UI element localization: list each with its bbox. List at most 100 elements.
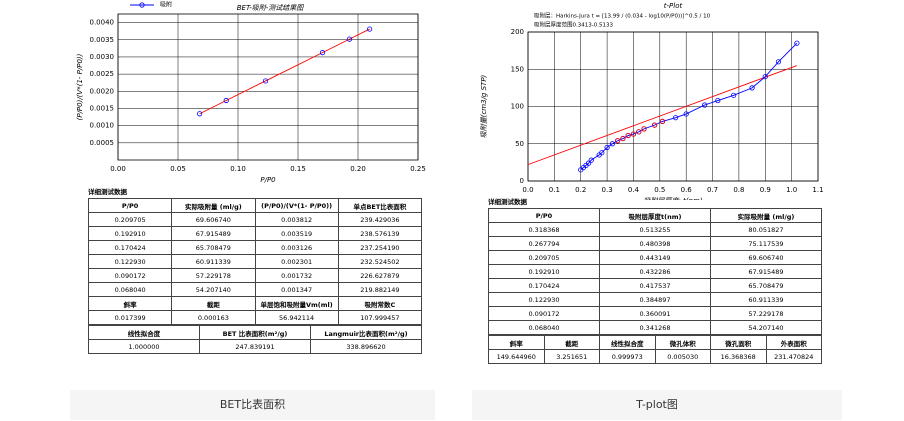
table-cell: 0.003812 — [254, 212, 339, 227]
table-row: 0.192910 67.915489 0.003519 238.576139 — [87, 226, 423, 241]
point — [588, 157, 594, 163]
x-tick-label: 0.05 — [170, 165, 186, 173]
table-cell: 0.417537 — [599, 278, 711, 293]
y-tick-label: 0.0035 — [90, 36, 115, 44]
table-cell: 斜率 — [488, 335, 545, 350]
table-row: 斜率 截距 单层饱和吸附量Vm(ml) 吸附常数C — [87, 296, 423, 311]
chart: 0.00 0.05 0.10 0.15 0.20 0.25 0.0005 0.0010 0.00… — [76, 1, 426, 185]
table-row: 149.644960 3.251651 0.999973 0.005030 16.368… — [488, 349, 822, 364]
table-cell: 69.606740 — [171, 212, 256, 227]
table-row: 0.209705 0.443149 69.606740 — [488, 250, 822, 265]
table-cell: 238.576139 — [337, 226, 423, 241]
table-cell: 75.117539 — [710, 236, 822, 251]
table-block: 线性拟合度 BET 比表面积(m²/g) Langmuir比表面积(m²/g) 1.0… — [88, 325, 422, 354]
table-row: 斜率 截距 线性拟合度 微孔体积 微孔面积 外表面积 — [488, 335, 822, 350]
plot-area — [117, 13, 419, 161]
table-cell: 外表面积 — [765, 335, 822, 350]
table-cell: 0.360091 — [599, 306, 711, 321]
table-cell: 线性拟合度 — [599, 335, 656, 350]
point — [715, 97, 721, 104]
table-cell: 0.267794 — [488, 236, 600, 251]
table-cell: 0.209705 — [87, 212, 173, 227]
x-tick-label: 0.10 — [230, 165, 246, 173]
table-row: 0.068040 0.341268 54.207140 — [488, 320, 822, 335]
table-cell: 微孔体积 — [654, 335, 711, 350]
point — [346, 36, 353, 42]
table-cell: 65.708479 — [171, 240, 256, 255]
point — [604, 144, 610, 151]
table-cell: 截距 — [543, 335, 600, 350]
x-tick-label: 0.15 — [290, 165, 306, 173]
table-cell: 80.051827 — [710, 222, 822, 237]
table-cell: 0.192910 — [488, 264, 600, 279]
point — [636, 129, 642, 135]
chart: 0.0 0.1 0.2 0.3 0.4 0.5 0.6 0.7 0.8 0.9 1.0 1.1 0 50 1… — [480, 2, 824, 200]
table-cell: 0.003519 — [254, 226, 339, 241]
table-cell: 0.170424 — [488, 278, 600, 293]
table-cell: 单层饱和吸附量Vm(ml) — [254, 296, 339, 311]
table-cell: 247.839191 — [199, 339, 311, 354]
table-row: 0.122930 0.384897 60.911339 — [488, 292, 822, 307]
table-cell: 57.229178 — [710, 306, 822, 321]
table-row: 0.017399 0.000163 56.942114 107.999457 — [87, 310, 423, 325]
table: 详细测试数据 P/P0 实际吸附量 (ml/g) (P/P0)/(V*(1- P/P0… — [87, 186, 423, 354]
table-row: 0.090172 0.360091 57.229178 — [488, 306, 822, 321]
table-cell: P/P0 — [87, 198, 173, 213]
table-cell: 0.068040 — [488, 320, 600, 335]
table-cell: 0.005030 — [654, 349, 711, 364]
table-cell: 斜率 — [87, 296, 173, 311]
x-tick-label: 0.00 — [110, 165, 126, 173]
table-cell: 338.896620 — [310, 339, 422, 354]
point — [262, 78, 269, 84]
annotation: 吸附层：Harkins-Jura t = [13.99 / (0.034 - l… — [534, 12, 711, 20]
table-row: 0.122930 60.911339 0.002301 232.524502 — [87, 254, 423, 269]
x-tick-label: 1.0 — [786, 186, 797, 194]
series-line — [580, 42, 798, 171]
table-cell: 0.090172 — [87, 268, 173, 283]
table-cell: 吸附层厚度t(nm) — [599, 208, 711, 223]
series-line — [199, 28, 370, 115]
x-tick-label: 0.4 — [628, 186, 640, 194]
x-axis-label: P/P0 — [260, 176, 276, 184]
table-cell: 1.000000 — [88, 339, 200, 354]
table-row: 1.000000 247.839191 338.896620 — [88, 339, 422, 354]
y-axis-label: (P/P0)/(V*(1- P/P0)) — [76, 53, 84, 120]
point — [599, 150, 605, 156]
table-cell: 实际吸附量 (ml/g) — [171, 198, 256, 213]
table-cell: 0.384897 — [599, 292, 711, 307]
y-tick-label: 100 — [511, 103, 524, 111]
point — [615, 138, 621, 144]
y-tick-label: 50 — [515, 140, 524, 148]
table-block: P/P0 实际吸附量 (ml/g) (P/P0)/(V*(1- P/P0)) 单点BE… — [87, 198, 423, 325]
table-cell: 67.915489 — [171, 226, 256, 241]
table-cell: 226.627879 — [337, 268, 423, 283]
table-cell: 54.207140 — [710, 320, 822, 335]
table-cell: 0.999973 — [599, 349, 656, 364]
y-tick-label: 0.0010 — [90, 122, 115, 130]
x-axis-label: 吸附层厚度: t(nm) — [643, 197, 702, 200]
table-row: 0.209705 69.606740 0.003812 239.429036 — [87, 212, 423, 227]
legend-label: 吸附 — [160, 1, 172, 9]
table-row: 0.170424 65.708479 0.003126 237.254190 — [87, 240, 423, 255]
table-cell: 0.068040 — [87, 282, 173, 297]
table-cell: BET 比表面积(m²/g) — [199, 325, 311, 340]
table-row: 线性拟合度 BET 比表面积(m²/g) Langmuir比表面积(m²/g) — [88, 325, 422, 340]
table-title: 详细测试数据 — [488, 198, 527, 206]
x-tick-label: 0.7 — [707, 186, 718, 194]
table-cell: 239.429036 — [337, 212, 423, 227]
x-tick-label: 0.9 — [760, 186, 771, 194]
x-tick-label: 0.6 — [681, 186, 693, 194]
x-tick-label: 1.1 — [812, 186, 823, 194]
table-cell: 0.122930 — [488, 292, 600, 307]
point — [586, 160, 592, 166]
point — [630, 131, 637, 137]
y-tick-label: 150 — [511, 65, 524, 73]
table-cell: 16.368368 — [710, 349, 767, 364]
point — [197, 111, 203, 117]
table-cell: Langmuir比表面积(m²/g) — [310, 325, 422, 340]
table-cell: 实际吸附量 (ml/g) — [710, 208, 822, 223]
point — [659, 118, 666, 125]
table: 详细测试数据 P/P0 吸附层厚度t(nm) 实际吸附量 (ml/g) 0.318368… — [488, 196, 822, 364]
point — [702, 102, 708, 108]
